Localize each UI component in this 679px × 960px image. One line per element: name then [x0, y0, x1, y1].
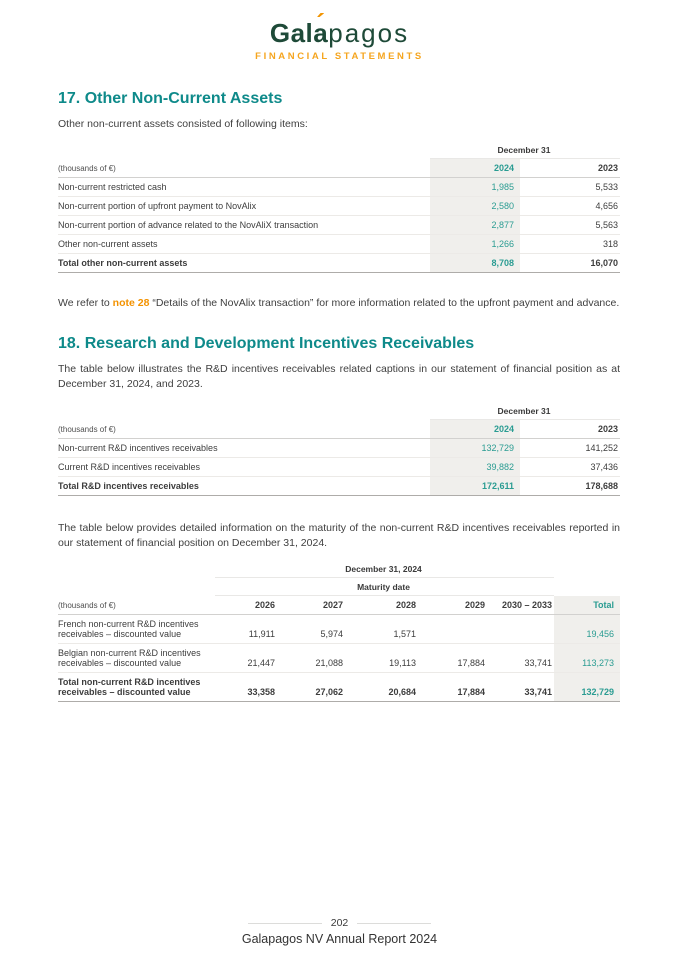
table-18-maturity: December 31, 2024 Maturity date (thousan…: [58, 560, 621, 703]
table-row: December 31, 2024: [58, 560, 620, 579]
table-row: Non-current restricted cash 1,985 5,533: [58, 177, 621, 197]
galapagos-logo: Gala ´ pagos: [269, 7, 410, 49]
column-header-2024: 2024: [430, 419, 520, 439]
column-header-2023: 2023: [520, 158, 621, 178]
page-number: 202: [330, 917, 349, 929]
table-row: December 31: [58, 140, 621, 159]
period-header: December 31: [430, 140, 621, 159]
table-17-other-assets: December 31 (thousands of €) 2024 2023 N…: [58, 140, 621, 273]
column-header-2029: 2029: [418, 595, 487, 616]
column-header-2030-2033: 2030 – 2033: [487, 595, 555, 616]
table-row: Non-current portion of upfront payment t…: [58, 196, 621, 216]
section-18-para2: The table below provides detailed inform…: [58, 521, 620, 549]
footer-divider-left: [247, 922, 322, 924]
footer-divider-right: [357, 922, 432, 924]
note-28-link[interactable]: note 28: [112, 296, 150, 309]
table-row: Maturity date: [58, 577, 620, 597]
table-row: Belgian non-current R&D incentives recei…: [58, 643, 621, 674]
maturity-date-header: Maturity date: [215, 577, 555, 597]
period-header: December 31: [430, 401, 621, 420]
table-row: December 31: [58, 401, 621, 420]
page-header: Gala ´ pagos FINANCIAL STATEMENTS: [0, 7, 679, 62]
section-17-intro: Other non-current assets consisted of fo…: [58, 118, 308, 130]
note-28-reference: We refer to note 28 “Details of the NovA…: [58, 296, 620, 309]
section-18-para1: The table below illustrates the R&D ince…: [58, 362, 620, 390]
table-row: (thousands of €) 2024 2023: [58, 158, 621, 178]
financial-statements-subtitle: FINANCIAL STATEMENTS: [255, 51, 424, 62]
table-total-row: Total non-current R&D incentives receiva…: [58, 672, 621, 703]
column-header-2023: 2023: [520, 419, 621, 439]
logo-text-bold: Gal: [269, 18, 314, 48]
unit-label: (thousands of €): [58, 158, 430, 178]
page-footer: 202 Galapagos NV Annual Report 2024: [0, 917, 679, 946]
table-row: (thousands of €) 2026 2027 2028 2029 203…: [58, 595, 621, 616]
table-row: Other non-current assets 1,266 318: [58, 234, 621, 254]
section-18-title: 18. Research and Development Incentives …: [58, 334, 475, 352]
page-number-row: 202: [0, 917, 679, 929]
table-row: (thousands of €) 2024 2023: [58, 419, 621, 439]
report-title: Galapagos NV Annual Report 2024: [241, 932, 438, 946]
table-18-rd-incentives: December 31 (thousands of €) 2024 2023 N…: [58, 401, 621, 496]
table-total-row: Total R&D incentives receivables 172,611…: [58, 475, 621, 496]
unit-label: (thousands of €): [58, 595, 215, 616]
table-total-row: Total other non-current assets 8,708 16,…: [58, 252, 621, 273]
table-row: French non-current R&D incentives receiv…: [58, 614, 621, 645]
column-header-2024: 2024: [430, 158, 520, 178]
period-header: December 31, 2024: [215, 560, 555, 579]
logo-text-light: pagos: [328, 18, 410, 48]
table-row: Non-current portion of advance related t…: [58, 215, 621, 235]
column-header-2027: 2027: [277, 595, 345, 616]
column-header-2026: 2026: [215, 595, 277, 616]
column-header-total: Total: [554, 595, 621, 616]
section-17-title: 17. Other Non-Current Assets: [58, 90, 283, 107]
table-row: Current R&D incentives receivables 39,88…: [58, 457, 621, 477]
column-header-2028: 2028: [345, 595, 418, 616]
logo-accent-letter: a ´: [313, 7, 329, 48]
unit-label: (thousands of €): [58, 419, 430, 439]
logo-accent-mark: ´: [316, 7, 326, 38]
table-row: Non-current R&D incentives receivables 1…: [58, 438, 621, 458]
